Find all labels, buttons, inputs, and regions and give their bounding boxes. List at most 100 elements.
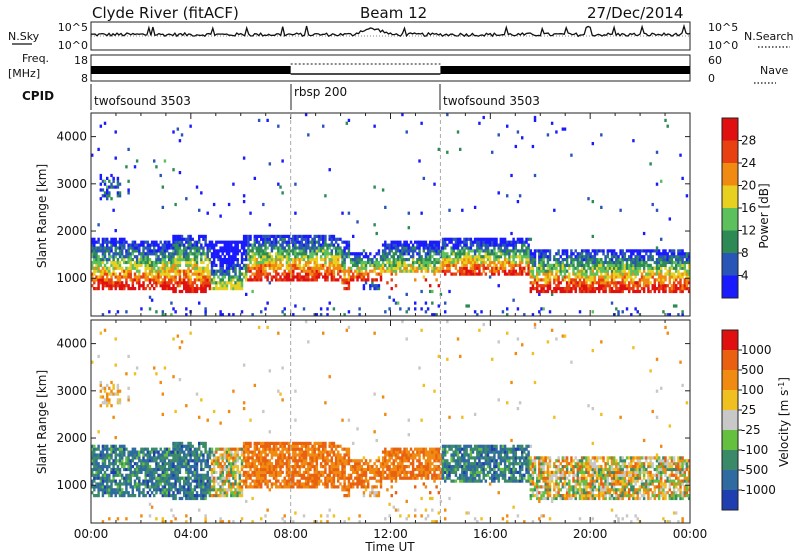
power-cell xyxy=(448,266,451,270)
power-cell xyxy=(503,272,507,276)
power-cell xyxy=(617,289,620,294)
power-cell xyxy=(212,281,216,285)
velocity-cell xyxy=(242,401,246,405)
power-cell xyxy=(268,234,272,238)
velocity-cell xyxy=(131,450,135,454)
power-cell xyxy=(465,266,468,270)
power-cell xyxy=(401,258,404,262)
power-cell xyxy=(450,252,453,256)
power-cell xyxy=(287,234,291,238)
power-cell xyxy=(251,255,254,259)
power-cell xyxy=(189,275,192,279)
power-cell xyxy=(101,278,105,282)
power-cell xyxy=(189,234,192,238)
power-cell xyxy=(396,263,400,267)
power-cell xyxy=(268,258,272,262)
velocity-cell xyxy=(103,465,107,469)
power-cell xyxy=(123,287,126,291)
power-cell xyxy=(388,263,391,267)
power-cell xyxy=(253,176,257,180)
power-cell xyxy=(106,278,109,282)
power-cell xyxy=(617,310,620,314)
power-cell xyxy=(290,249,293,253)
power-cell xyxy=(416,260,419,265)
power-cell xyxy=(642,263,646,267)
velocity-cell xyxy=(223,476,227,480)
velocity-cell xyxy=(206,453,209,457)
velocity-cell xyxy=(159,476,162,480)
power-cell xyxy=(501,249,505,253)
power-cell xyxy=(580,260,584,265)
velocity-cell xyxy=(127,494,130,498)
power-cell xyxy=(685,278,689,282)
power-cell xyxy=(127,287,130,291)
power-cell xyxy=(433,252,436,256)
power-cell xyxy=(454,260,458,265)
velocity-cell xyxy=(191,444,194,448)
velocity-cell xyxy=(221,473,224,477)
power-cell xyxy=(187,258,190,262)
power-cell xyxy=(446,260,449,265)
velocity-cell xyxy=(221,482,224,486)
power-cell xyxy=(473,249,477,253)
velocity-cell xyxy=(221,479,224,483)
power-cell xyxy=(178,263,182,267)
velocity-cell xyxy=(191,450,194,454)
power-cell xyxy=(294,266,297,270)
power-cell xyxy=(326,269,329,273)
power-cell xyxy=(670,266,674,270)
velocity-cell xyxy=(118,459,122,463)
power-cell xyxy=(178,139,182,143)
power-cell xyxy=(593,281,597,285)
power-cell xyxy=(396,246,400,250)
power-cell xyxy=(619,275,622,279)
velocity-cell xyxy=(172,473,175,477)
velocity-cell xyxy=(219,476,222,480)
power-cell xyxy=(334,278,338,282)
power-cell xyxy=(277,182,280,186)
power-cell xyxy=(174,289,177,294)
power-cell xyxy=(540,284,543,288)
velocity-cell xyxy=(260,485,263,489)
velocity-cell xyxy=(221,491,224,495)
velocity-cell xyxy=(135,473,139,477)
power-cell xyxy=(253,275,257,279)
power-cell xyxy=(153,243,156,247)
ytick-label: 4000 xyxy=(56,130,87,144)
power-cell xyxy=(189,243,192,247)
power-cell xyxy=(227,263,231,267)
power-cell xyxy=(379,263,383,267)
power-cell xyxy=(418,252,421,256)
velocity-cell xyxy=(178,447,182,451)
power-cell xyxy=(277,234,280,238)
power-cell xyxy=(645,281,648,285)
power-cell xyxy=(439,249,443,253)
power-cell xyxy=(388,295,391,299)
power-cell xyxy=(341,278,344,282)
velocity-cell xyxy=(223,465,227,469)
power-cell xyxy=(234,263,237,267)
velocity-cell xyxy=(127,479,130,483)
power-cell xyxy=(210,252,214,256)
power-cell xyxy=(538,266,541,270)
power-cell xyxy=(555,252,558,256)
velocity-cell xyxy=(219,467,222,472)
power-cell xyxy=(499,260,503,265)
velocity-cell xyxy=(219,453,222,457)
power-cell xyxy=(138,252,141,256)
power-cell xyxy=(459,258,462,262)
power-cell xyxy=(681,287,684,291)
velocity-cell xyxy=(118,494,122,498)
velocity-cell xyxy=(178,462,182,466)
power-cell xyxy=(411,246,415,250)
power-cell xyxy=(471,249,475,253)
power-cell xyxy=(662,289,665,294)
power-cell xyxy=(347,252,351,256)
power-cell xyxy=(200,278,203,282)
power-cell xyxy=(536,269,539,273)
power-cell xyxy=(304,260,308,265)
power-cell xyxy=(91,249,94,253)
velocity-cell xyxy=(163,447,167,451)
power-cell xyxy=(260,243,263,247)
power-cell xyxy=(478,263,481,267)
